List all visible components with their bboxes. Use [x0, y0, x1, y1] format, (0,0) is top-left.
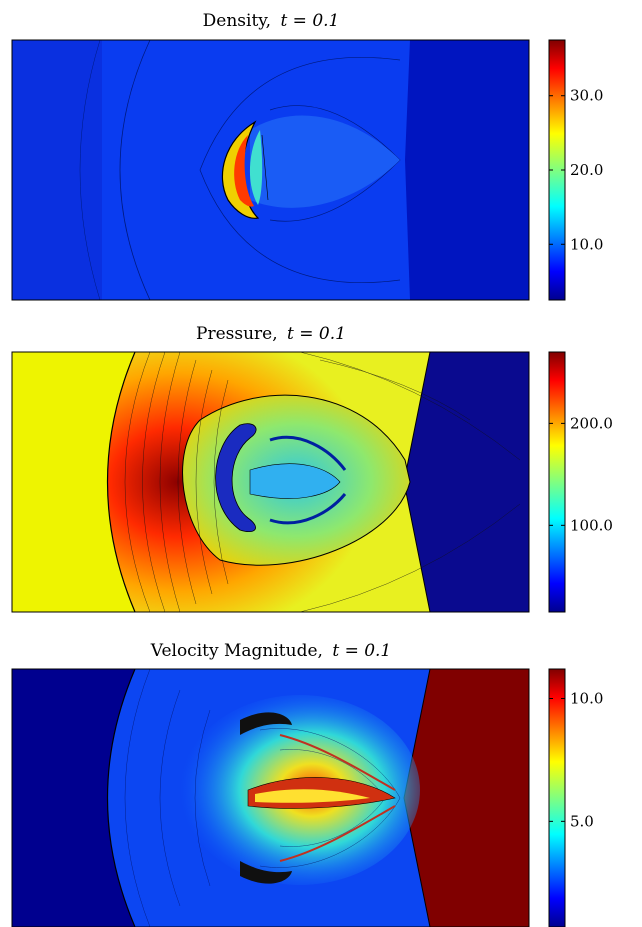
density-colorbar-tick-label: 10.0 [570, 235, 603, 253]
pressure-panel: Pressure, t = 0.1 [11, 324, 613, 613]
density-panel: Density, t = 0.1 30.0 20.0 10.0 [11, 11, 603, 301]
density-colorbar: 30.0 20.0 10.0 [548, 39, 603, 301]
density-title: Density, t = 0.1 [203, 11, 340, 31]
velocity-colorbar-bar [548, 668, 566, 927]
pressure-colorbar-tick-label: 200.0 [570, 414, 613, 432]
pressure-plot-frame [11, 351, 530, 613]
velocity-colorbar-tick-label: 5.0 [570, 812, 594, 830]
velocity-field [12, 669, 529, 927]
density-colorbar-tick-label: 30.0 [570, 87, 603, 105]
density-colorbar-tick-label: 20.0 [570, 161, 603, 179]
density-field [12, 40, 529, 300]
pressure-colorbar-tick-label: 100.0 [570, 516, 613, 534]
velocity-title: Velocity Magnitude, t = 0.1 [150, 641, 392, 661]
density-plot-frame [11, 39, 530, 301]
pressure-title: Pressure, t = 0.1 [196, 324, 346, 344]
velocity-panel: Velocity Magnitude, t = 0.1 [11, 641, 603, 927]
pressure-colorbar: 200.0 100.0 [548, 351, 613, 613]
velocity-colorbar: 10.0 5.0 [548, 668, 603, 927]
pressure-colorbar-bar [548, 351, 566, 613]
velocity-plot-frame [11, 668, 530, 927]
pressure-field [12, 352, 529, 612]
velocity-colorbar-tick-label: 10.0 [570, 689, 603, 707]
